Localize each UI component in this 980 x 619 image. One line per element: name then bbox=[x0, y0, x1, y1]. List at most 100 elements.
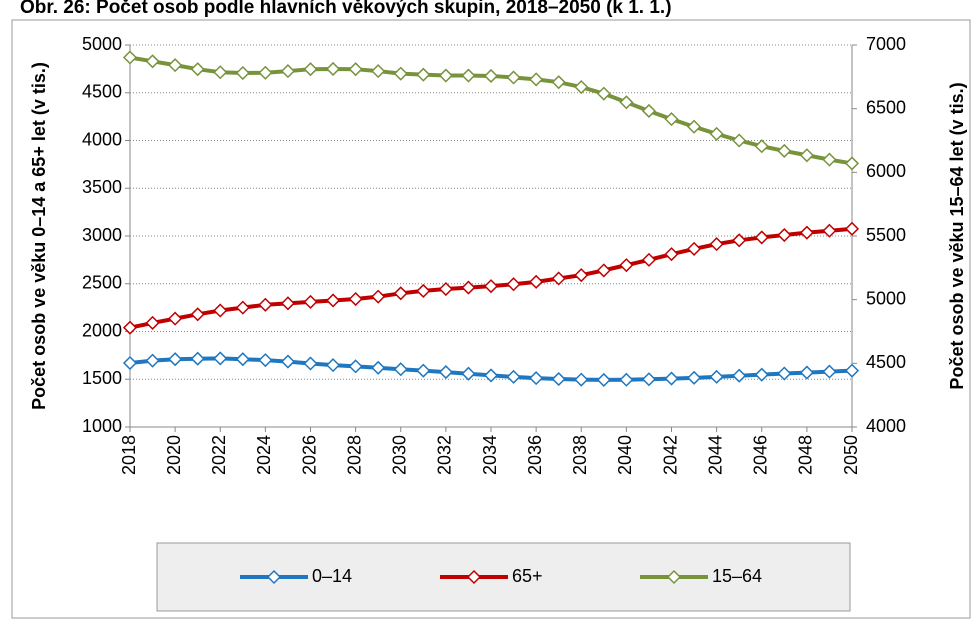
y-tick-label: 5000 bbox=[82, 34, 122, 54]
y2-tick-label: 4000 bbox=[866, 416, 906, 436]
y-tick-label: 2000 bbox=[82, 320, 122, 340]
data-point bbox=[145, 315, 160, 330]
data-point bbox=[551, 271, 566, 286]
y2-tick-label: 6500 bbox=[866, 97, 906, 117]
data-point bbox=[777, 366, 792, 381]
data-point bbox=[529, 72, 544, 87]
data-point bbox=[280, 296, 295, 311]
data-point bbox=[280, 64, 295, 79]
data-point bbox=[280, 354, 295, 369]
data-point bbox=[235, 65, 250, 81]
data-point bbox=[371, 289, 386, 304]
y2-tick-label: 4500 bbox=[866, 352, 906, 372]
x-tick-label: 2050 bbox=[841, 435, 861, 475]
data-point bbox=[416, 283, 431, 298]
x-tick-label: 2038 bbox=[570, 435, 590, 475]
data-point bbox=[235, 300, 250, 315]
data-point bbox=[461, 280, 476, 295]
data-point bbox=[506, 70, 521, 85]
data-point bbox=[799, 225, 814, 240]
data-point bbox=[326, 61, 341, 76]
data-point bbox=[709, 237, 724, 252]
y-tick-label: 4500 bbox=[82, 82, 122, 102]
data-point bbox=[168, 352, 183, 367]
x-tick-label: 2028 bbox=[344, 435, 364, 475]
data-point bbox=[168, 311, 183, 326]
data-point bbox=[664, 371, 679, 386]
data-point bbox=[438, 68, 453, 83]
data-point bbox=[213, 303, 228, 318]
data-point bbox=[664, 247, 679, 262]
data-point bbox=[393, 362, 408, 377]
x-tick-label: 2024 bbox=[254, 435, 274, 475]
data-point bbox=[687, 370, 702, 385]
data-point bbox=[122, 50, 138, 65]
data-point bbox=[122, 355, 138, 371]
legend-marker bbox=[666, 569, 682, 585]
y2-tick-label: 7000 bbox=[866, 34, 906, 54]
data-point bbox=[709, 126, 724, 141]
data-point bbox=[190, 351, 205, 366]
data-point bbox=[844, 363, 860, 378]
data-point bbox=[754, 230, 769, 245]
data-point bbox=[822, 364, 837, 379]
data-point bbox=[461, 366, 476, 381]
legend-marker bbox=[466, 569, 482, 585]
data-point bbox=[732, 133, 747, 148]
data-point bbox=[574, 79, 589, 95]
y2-tick-label: 5000 bbox=[866, 288, 906, 308]
data-point bbox=[258, 297, 273, 312]
data-point bbox=[393, 286, 408, 301]
x-tick-label: 2018 bbox=[119, 435, 139, 475]
data-point bbox=[145, 54, 160, 69]
data-point bbox=[551, 75, 566, 90]
data-point bbox=[371, 64, 386, 79]
data-point bbox=[303, 356, 318, 371]
data-point bbox=[596, 372, 611, 387]
legend-label: 65+ bbox=[512, 566, 543, 586]
data-point bbox=[168, 58, 183, 73]
data-point bbox=[619, 372, 634, 387]
data-point bbox=[709, 369, 724, 384]
y-tick-label: 4000 bbox=[82, 129, 122, 149]
chart-title: Obr. 26: Počet osob podle hlavních věkov… bbox=[20, 0, 672, 18]
data-point bbox=[190, 62, 205, 77]
data-point bbox=[754, 139, 769, 154]
y2-axis-label: Počet osob ve věku 15–64 let (v tis.) bbox=[947, 82, 967, 389]
y-axis-label: Počet osob ve věku 0–14 a 65+ let (v tis… bbox=[29, 62, 49, 410]
y-tick-label: 3000 bbox=[82, 225, 122, 245]
data-point bbox=[122, 320, 138, 335]
data-point bbox=[619, 95, 634, 110]
data-point bbox=[687, 241, 702, 256]
data-point bbox=[483, 68, 499, 84]
data-point bbox=[529, 371, 544, 386]
data-point bbox=[303, 294, 318, 309]
x-tick-label: 2022 bbox=[209, 435, 229, 475]
data-point bbox=[393, 66, 408, 81]
data-point bbox=[574, 372, 589, 387]
data-point bbox=[348, 62, 363, 77]
data-point bbox=[303, 62, 318, 77]
data-point bbox=[754, 367, 769, 382]
data-point bbox=[777, 227, 792, 243]
data-point bbox=[438, 365, 453, 380]
legend-label: 0–14 bbox=[312, 566, 352, 586]
data-point bbox=[258, 353, 273, 368]
data-point bbox=[235, 352, 250, 367]
data-point bbox=[258, 65, 273, 80]
data-point bbox=[348, 291, 363, 307]
data-point bbox=[844, 221, 860, 236]
x-tick-label: 2040 bbox=[615, 435, 635, 475]
data-point bbox=[438, 281, 453, 297]
data-point bbox=[596, 263, 611, 278]
y-tick-label: 2500 bbox=[82, 273, 122, 293]
x-tick-label: 2044 bbox=[705, 435, 725, 475]
data-point bbox=[371, 360, 386, 375]
y-tick-label: 1500 bbox=[82, 368, 122, 388]
data-point bbox=[326, 293, 341, 308]
data-point bbox=[822, 152, 837, 167]
data-point bbox=[574, 268, 589, 283]
data-point bbox=[326, 358, 341, 373]
data-point bbox=[641, 103, 656, 119]
